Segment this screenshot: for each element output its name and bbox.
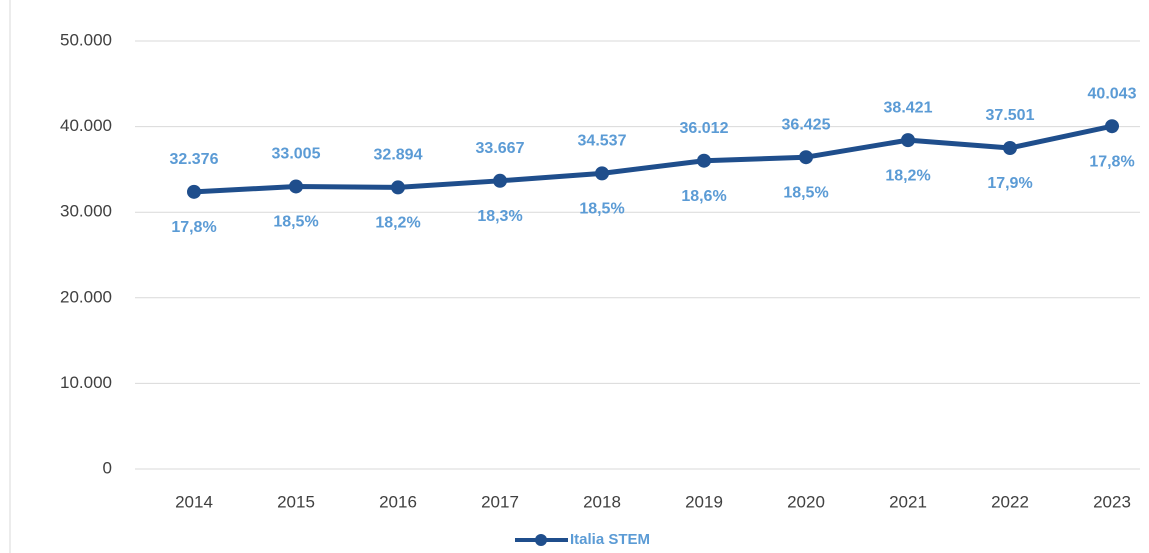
x-tick-label: 2015: [277, 492, 315, 511]
share-label: 18,5%: [783, 184, 828, 201]
y-tick-label: 20.000: [60, 287, 112, 306]
value-label: 36.425: [782, 116, 831, 133]
marker: [187, 184, 201, 199]
marker: [493, 173, 507, 188]
x-tick-label: 2018: [583, 492, 621, 511]
share-label: 18,2%: [885, 167, 930, 184]
y-tick-label: 50.000: [60, 30, 112, 49]
value-label: 33.667: [476, 140, 525, 157]
value-label: 40.043: [1088, 85, 1137, 102]
x-tick-label: 2019: [685, 492, 723, 511]
marker: [901, 133, 915, 148]
value-label: 38.421: [884, 99, 933, 116]
share-label: 18,5%: [273, 214, 318, 231]
y-tick-label: 40.000: [60, 116, 112, 135]
legend-label: Italia STEM: [570, 531, 650, 548]
value-label: 36.012: [680, 120, 729, 137]
y-tick-label: 0: [103, 458, 112, 477]
share-label: 18,3%: [477, 208, 522, 225]
marker: [799, 150, 813, 165]
share-label: 18,6%: [681, 188, 726, 205]
marker: [1003, 140, 1017, 155]
value-label: 32.894: [374, 147, 423, 164]
share-label: 17,8%: [171, 219, 216, 236]
value-label: 33.005: [272, 146, 321, 163]
x-tick-label: 2020: [787, 492, 825, 511]
marker: [595, 166, 609, 181]
share-label: 18,2%: [375, 215, 420, 232]
x-tick-label: 2014: [175, 492, 213, 511]
marker: [289, 179, 303, 194]
y-tick-label: 10.000: [60, 373, 112, 392]
value-label: 37.501: [986, 107, 1035, 124]
line: [193, 123, 1113, 195]
x-tick-label: 2017: [481, 492, 519, 511]
share-label: 17,8%: [1089, 153, 1134, 170]
x-tick-label: 2022: [991, 492, 1029, 511]
x-tick-label: 2021: [889, 492, 927, 511]
x-tick-label: 2016: [379, 492, 417, 511]
legend-marker: [535, 534, 547, 546]
y-tick-label: 30.000: [60, 202, 112, 221]
chart-border: [9, 0, 11, 553]
share-label: 18,5%: [579, 201, 624, 218]
value-label: 34.537: [578, 133, 627, 150]
share-label: 17,9%: [987, 175, 1032, 192]
marker: [391, 180, 405, 195]
value-label: 32.376: [170, 151, 219, 168]
marker: [1105, 119, 1119, 134]
marker: [697, 153, 711, 168]
x-tick-label: 2023: [1093, 492, 1131, 511]
